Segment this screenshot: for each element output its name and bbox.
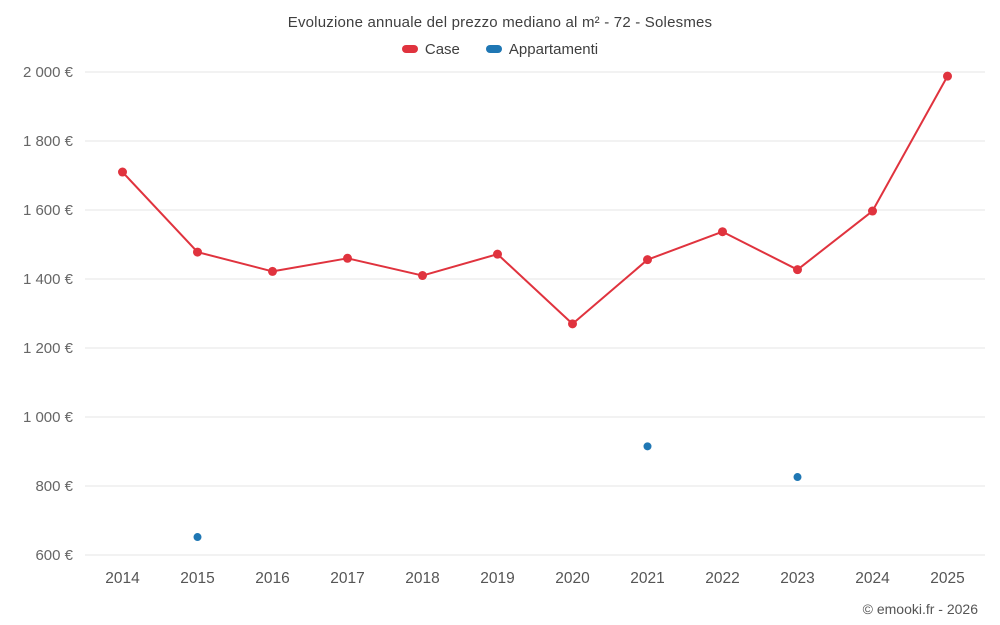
- chart-title: Evoluzione annuale del prezzo mediano al…: [287, 14, 713, 31]
- legend-item-case[interactable]: Case: [401, 40, 460, 58]
- svg-text:2016: 2016: [255, 570, 289, 587]
- svg-text:2021: 2021: [630, 570, 664, 587]
- legend-label-appartamenti: Appartamenti: [508, 40, 599, 58]
- svg-text:1 200 €: 1 200 €: [23, 340, 74, 357]
- svg-text:2024: 2024: [855, 570, 890, 587]
- svg-text:1 600 €: 1 600 €: [23, 202, 74, 219]
- svg-text:800 €: 800 €: [35, 478, 73, 495]
- svg-text:2019: 2019: [480, 570, 514, 587]
- svg-text:1 400 €: 1 400 €: [23, 271, 74, 288]
- svg-text:600 €: 600 €: [35, 547, 73, 564]
- appartamenti-series-swatch: [485, 45, 502, 53]
- svg-text:2020: 2020: [555, 570, 590, 587]
- case-series-swatch: [401, 45, 418, 53]
- svg-text:1 800 €: 1 800 €: [23, 133, 74, 150]
- legend-item-appartamenti[interactable]: Appartamenti: [485, 40, 599, 58]
- svg-text:2014: 2014: [105, 570, 140, 587]
- legend-label-case: Case: [424, 40, 460, 58]
- svg-text:2 000 €: 2 000 €: [23, 64, 74, 81]
- copyright: © emooki.fr - 2026: [862, 601, 978, 617]
- legend: Case Appartamenti: [0, 38, 1000, 60]
- svg-text:2017: 2017: [330, 570, 364, 587]
- plot-area: 600 € 800 € 1 000 € 1 200 € 1 400 € 1 600 € 1 …: [23, 64, 985, 587]
- svg-text:2025: 2025: [930, 570, 964, 587]
- svg-text:1 000 €: 1 000 €: [23, 409, 74, 426]
- svg-text:2015: 2015: [180, 570, 214, 587]
- svg-text:2022: 2022: [705, 570, 739, 587]
- svg-text:2023: 2023: [780, 570, 814, 587]
- svg-text:2018: 2018: [405, 570, 439, 587]
